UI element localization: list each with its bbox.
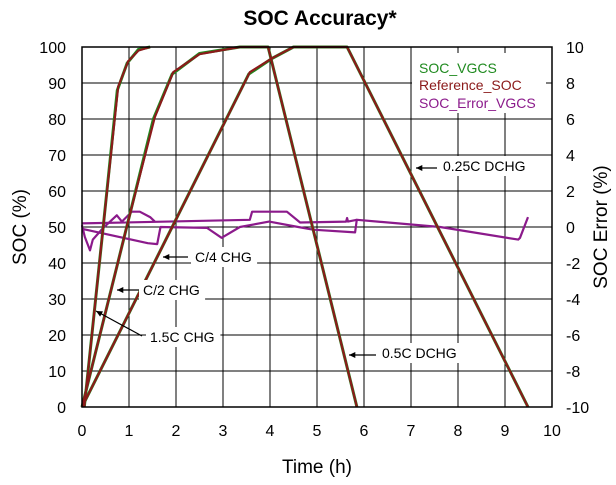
annotation-label: 0.25C DCHG [443, 158, 525, 174]
series-line-soc-error-vgcs [81, 218, 358, 246]
y-tick-label: 0 [57, 400, 66, 417]
arrowhead-icon [349, 351, 356, 359]
x-tick-label: 7 [407, 423, 416, 440]
y2-tick-label: -8 [566, 364, 580, 381]
series-lines [80, 45, 530, 408]
arrowhead-icon [163, 253, 170, 261]
y-tick-label: 60 [48, 184, 66, 201]
x-tick-label: 9 [501, 423, 510, 440]
y-tick-label: 90 [48, 76, 66, 93]
ticks: 0 1 2 3 4 5 6 7 8 9 100102030405060708090100-10-8-… [39, 40, 589, 440]
chart-title: SOC Accuracy* [243, 7, 397, 30]
y-tick-label: 50 [48, 220, 66, 237]
y-tick-label: 30 [48, 292, 66, 309]
x-tick-label: 6 [360, 423, 369, 440]
y2-tick-label: 2 [566, 184, 575, 201]
series-line-reference-soc [81, 45, 529, 408]
y2-tick-label: 10 [566, 40, 584, 57]
legend-entry: Reference_SOC [419, 77, 522, 93]
y-tick-label: 80 [48, 112, 66, 129]
annotation-bg [191, 247, 258, 267]
annotation-label: 0.5C DCHG [382, 345, 457, 361]
x-tick-label: 1 [125, 423, 134, 440]
y-tick-label: 70 [48, 148, 66, 165]
arrowhead-icon [416, 164, 423, 172]
annotation-bg [139, 280, 206, 300]
arrowhead-icon [96, 311, 103, 317]
y-tick-label: 20 [48, 328, 66, 345]
annotations: C/4 CHG C/2 CHG 1.5C CHG 0.25C DCHG 0.5C DCH… [95, 156, 530, 363]
x-axis-label: Time (h) [282, 457, 352, 478]
y2-tick-label: 0 [566, 220, 575, 237]
annotation-bg [439, 156, 530, 176]
annotation-bg [146, 327, 221, 347]
y2-tick-label: 6 [566, 112, 575, 129]
y2-axis-label: SOC Error (%) [591, 165, 612, 289]
y2-tick-label: -10 [566, 400, 589, 417]
y2-tick-label: -6 [566, 328, 580, 345]
y2-tick-label: -4 [566, 292, 580, 309]
legend-entry: SOC_Error_VGCS [419, 95, 536, 111]
plot-frame [81, 46, 553, 408]
y-tick-label: 40 [48, 256, 66, 273]
y2-tick-label: 8 [566, 76, 575, 93]
x-tick-label: 10 [543, 423, 561, 440]
y-axis-label: SOC (%) [10, 189, 31, 265]
y-tick-label: 100 [39, 40, 66, 57]
annotation-label: C/2 CHG [143, 282, 200, 298]
annotation-bg [378, 343, 461, 363]
x-tick-label: 4 [266, 423, 275, 440]
annotation-arrow [95, 310, 143, 337]
x-tick-label: 2 [172, 423, 181, 440]
annotation-label: 1.5C CHG [150, 329, 215, 345]
x-tick-label: 3 [219, 423, 228, 440]
y2-tick-label: 4 [566, 148, 575, 165]
y-tick-label: 10 [48, 364, 66, 381]
legend-box [412, 53, 546, 113]
y2-tick-label: -2 [566, 256, 580, 273]
series-line-soc-error-vgcs [81, 210, 530, 241]
x-tick-label: 5 [313, 423, 322, 440]
annotation-label: C/4 CHG [195, 249, 252, 265]
x-tick-label: 0 [78, 423, 87, 440]
legend-entry: SOC_VGCS [419, 60, 497, 76]
series-line-soc-error-vgcs [80, 210, 156, 252]
x-tick-label: 8 [454, 423, 463, 440]
series-line-reference-soc [83, 45, 151, 408]
arrowhead-icon [117, 286, 124, 294]
